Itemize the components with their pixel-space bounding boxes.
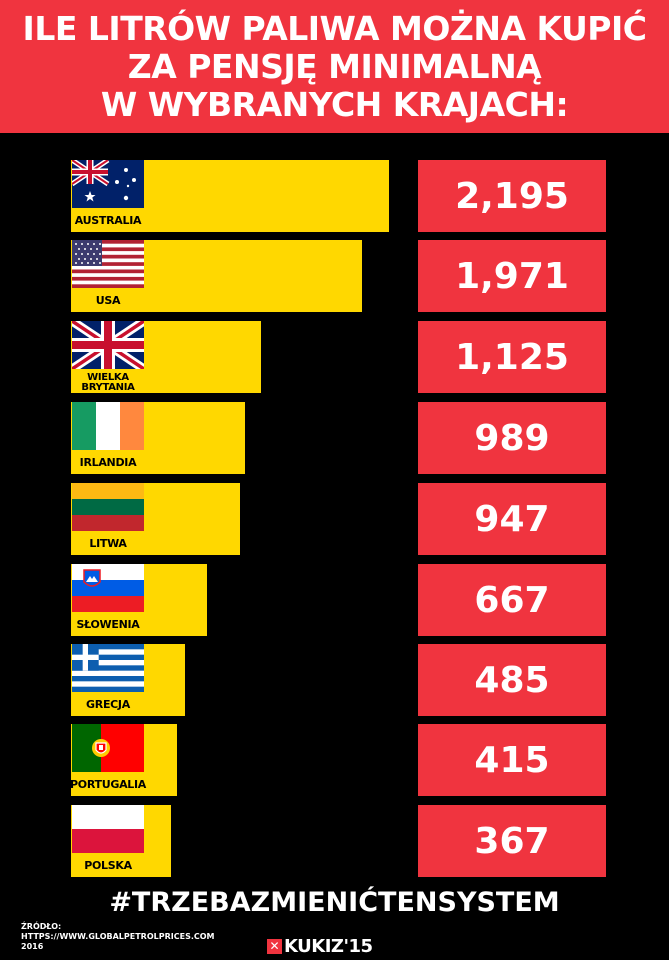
- greece-flag-icon: [72, 644, 144, 692]
- country-label: USA: [95, 293, 121, 307]
- chart-row-greece: GRECJA 485: [0, 644, 669, 716]
- country-label-line-2: BRYTANIA: [81, 382, 135, 393]
- country-label: WIELKA BRYTANIA: [72, 373, 144, 393]
- header-banner: ILE LITRÓW PALIWA MOŻNA KUPIĆ ZA PENSJĘ …: [0, 0, 669, 133]
- chart-row-poland: POLSKA 367: [0, 805, 669, 877]
- slovenia-flag-icon: [72, 564, 144, 612]
- uk-flag-icon: [72, 321, 144, 369]
- country-label: AUSTRALIA: [74, 213, 142, 227]
- lithuania-flag-icon: [72, 483, 144, 531]
- usa-flag-icon: [72, 240, 144, 288]
- chart-value-label: 667: [418, 564, 606, 636]
- country-label: SŁOWENIA: [76, 617, 140, 631]
- chart-row-ireland: IRLANDIA 989: [0, 402, 669, 474]
- source-note: ŹRÓDŁO: HTTPS://WWW.GLOBALPETROLPRICES.C…: [21, 922, 215, 952]
- chart-value-label: 947: [418, 483, 606, 555]
- chart-row-australia: AUSTRALIA 2,195: [0, 160, 669, 232]
- country-label-line-1: WIELKA: [87, 372, 129, 383]
- country-label: PORTUGALIA: [70, 777, 146, 791]
- hashtag-text: #TRZEBAZMIENIĆTENSYSTEM: [109, 887, 560, 918]
- chart-row-usa: USA 1,971: [0, 240, 669, 312]
- country-label: GRECJA: [86, 697, 130, 711]
- chart-value-label: 1,125: [418, 321, 606, 393]
- ireland-flag-icon: [72, 402, 144, 450]
- chart-value-label: 1,971: [418, 240, 606, 312]
- chart-row-lithuania: LITWA 947: [0, 483, 669, 555]
- chart-row-slovenia: SŁOWENIA 667: [0, 564, 669, 636]
- chart-value-label: 367: [418, 805, 606, 877]
- chart-value-label: 2,195: [418, 160, 606, 232]
- chart-value-label: 485: [418, 644, 606, 716]
- country-label: LITWA: [89, 536, 127, 550]
- x-icon: ✕: [267, 938, 282, 954]
- chart-value-label: 415: [418, 724, 606, 796]
- kukiz-logo: ✕ KUKIZ'15: [267, 934, 373, 958]
- chart-row-uk: WIELKA BRYTANIA 1,125: [0, 321, 669, 393]
- page-title-line-3: W WYBRANYCH KRAJACH:: [100, 84, 569, 124]
- chart-value-label: 989: [418, 402, 606, 474]
- country-label: POLSKA: [84, 858, 132, 872]
- country-label: IRLANDIA: [79, 455, 137, 469]
- poland-flag-icon: [72, 805, 144, 853]
- source-url: HTTPS://WWW.GLOBALPETROLPRICES.COM: [21, 932, 215, 941]
- page-title-line-2: ZA PENSJĘ MINIMALNĄ: [127, 46, 542, 86]
- source-year: 2016: [21, 942, 44, 951]
- chart-row-portugal: PORTUGALIA 415: [0, 724, 669, 796]
- portugal-flag-icon: [72, 724, 144, 772]
- source-label: ŹRÓDŁO:: [21, 922, 62, 931]
- australia-flag-icon: [72, 160, 144, 208]
- page-title-line-1: ILE LITRÓW PALIWA MOŻNA KUPIĆ: [22, 8, 647, 48]
- logo-text: KUKIZ'15: [284, 935, 373, 957]
